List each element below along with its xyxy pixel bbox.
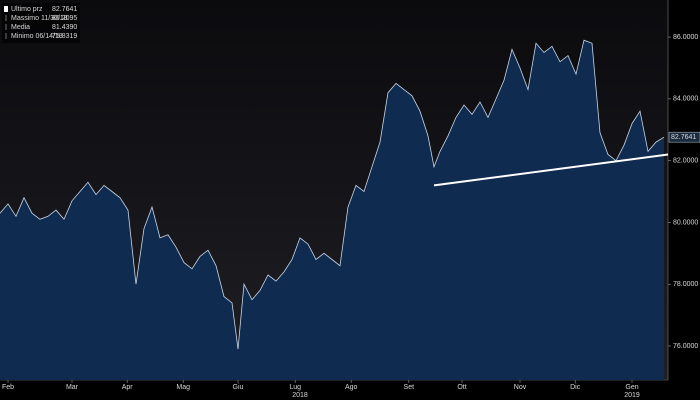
x-tick-label: Set bbox=[404, 384, 415, 391]
x-tick-label: Mar bbox=[66, 384, 79, 391]
x-tick-label: Ago bbox=[345, 384, 358, 391]
legend-swatch bbox=[4, 6, 8, 12]
x-tick-label: Ott bbox=[457, 384, 466, 391]
y-tick-label: 80.0000 bbox=[673, 219, 698, 226]
x-tick-label: Gen bbox=[625, 384, 638, 391]
legend-value: 81.4390 bbox=[52, 24, 77, 31]
last-price-tag bbox=[668, 131, 700, 143]
legend-name: Massimo 11/30/18 bbox=[11, 15, 68, 22]
y-tick-label: 86.0000 bbox=[673, 34, 698, 41]
legend-value: 82.7641 bbox=[52, 6, 77, 13]
trend-line bbox=[433, 153, 669, 187]
y-tick-label: 84.0000 bbox=[673, 96, 698, 103]
legend-box bbox=[2, 3, 80, 43]
x-tick-label: Mag bbox=[176, 384, 190, 391]
axis-background bbox=[0, 380, 700, 400]
legend-name: Minimo 06/14/18 bbox=[11, 33, 63, 40]
legend-value: 86.2095 bbox=[52, 15, 77, 22]
y-tick-label: 82.0000 bbox=[673, 157, 698, 164]
year-label: 2018 bbox=[292, 392, 308, 399]
last-price-label: 82.7641 bbox=[671, 134, 696, 141]
year-label: 2019 bbox=[624, 392, 640, 399]
legend-name: Ultimo prz bbox=[11, 6, 43, 13]
x-tick-label: Giu bbox=[233, 384, 244, 391]
x-tick-label: Dic bbox=[570, 384, 581, 391]
x-tick-label: Nov bbox=[514, 384, 527, 391]
x-tick-label: Apr bbox=[122, 384, 134, 391]
line bbox=[0, 39, 665, 350]
legend-name: Media bbox=[11, 24, 30, 31]
x-tick-label: Feb bbox=[2, 384, 14, 391]
y-tick-label: 78.0000 bbox=[673, 281, 698, 288]
legend-value: 75.8319 bbox=[52, 33, 77, 40]
x-tick-label: Lug bbox=[289, 384, 301, 391]
axis-background bbox=[668, 0, 700, 400]
area bbox=[0, 40, 664, 380]
y-tick-label: 76.0000 bbox=[673, 343, 698, 350]
